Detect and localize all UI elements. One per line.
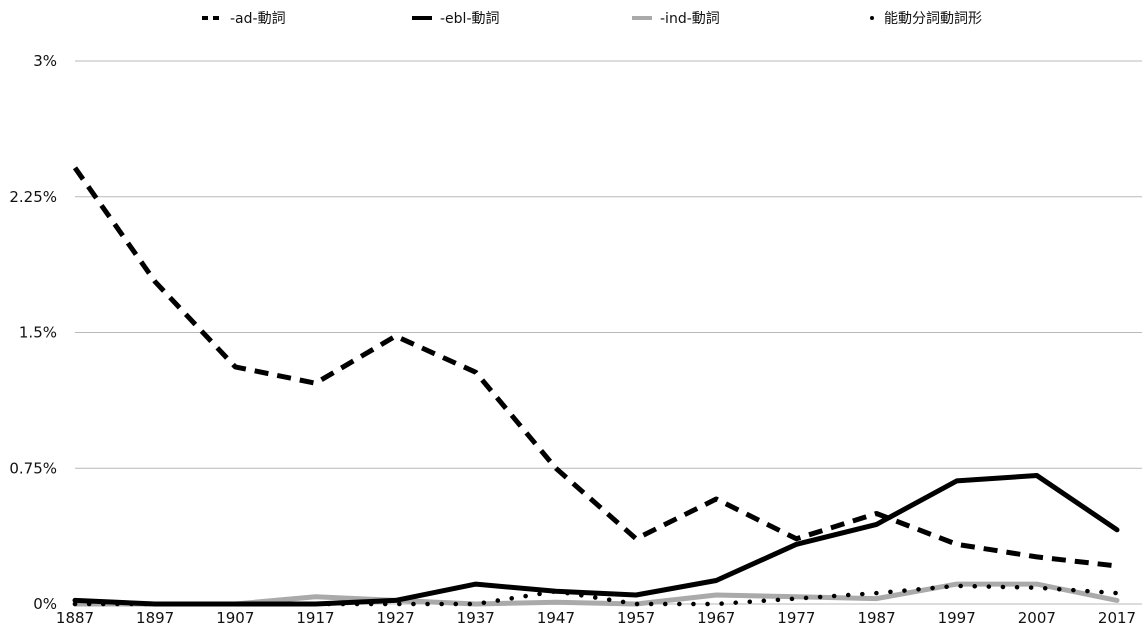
y-tick-label: 0.75% <box>9 459 57 477</box>
legend: -ad-動詞 -ebl-動詞 -ind-動詞 能動分詞動詞形 <box>202 11 982 27</box>
legend-label: -ind-動詞 <box>660 11 720 27</box>
x-tick-label: 1987 <box>857 609 895 627</box>
x-tick-label: 2017 <box>1098 609 1136 627</box>
legend-marker <box>870 16 874 20</box>
x-tick-label: 1977 <box>777 609 815 627</box>
series-line <box>72 583 1120 607</box>
y-tick-label: 3% <box>33 52 57 70</box>
legend-label: -ebl-動詞 <box>440 11 500 27</box>
series-lines <box>72 166 1120 607</box>
x-tick-label: 1907 <box>216 609 254 627</box>
series-line <box>72 473 1120 607</box>
gridlines <box>75 60 1142 605</box>
x-tick-label: 1927 <box>377 609 415 627</box>
x-tick-label: 1897 <box>136 609 174 627</box>
legend-label: 能動分詞動詞形 <box>884 11 982 27</box>
x-axis-tick-labels: 1887 1897 1907 1917 1927 1937 1947 1957 1967 1977… <box>56 609 1136 627</box>
x-tick-label: 1967 <box>697 609 735 627</box>
x-tick-label: 2007 <box>1018 609 1056 627</box>
x-tick-label: 1937 <box>457 609 495 627</box>
y-tick-label: 2.25% <box>9 188 57 206</box>
x-tick-label: 1997 <box>938 609 976 627</box>
y-tick-label: 1.5% <box>19 324 57 342</box>
x-tick-label: 1917 <box>296 609 334 627</box>
y-tick-label: 0% <box>33 595 57 613</box>
x-tick-label: 1957 <box>617 609 655 627</box>
legend-label: -ad-動詞 <box>230 11 286 27</box>
x-tick-label: 1947 <box>537 609 575 627</box>
y-axis-tick-labels: 0% 0.75% 1.5% 2.25% 3% <box>9 52 57 613</box>
series-line <box>72 166 1118 569</box>
x-tick-label: 1887 <box>56 609 94 627</box>
